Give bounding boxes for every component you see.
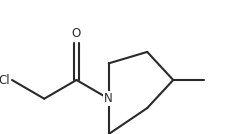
Text: Cl: Cl xyxy=(0,74,10,87)
Text: N: N xyxy=(104,92,112,105)
Text: O: O xyxy=(72,27,81,40)
